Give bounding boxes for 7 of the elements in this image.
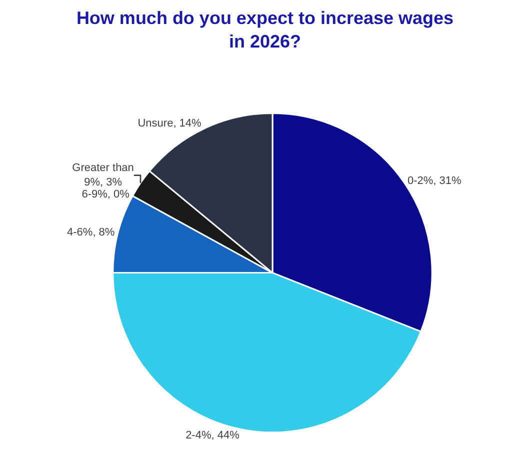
slice-label: 0-2%, 31%: [408, 175, 462, 188]
slice-label: Greater than 9%, 3%: [72, 162, 134, 189]
slice-label: Unsure, 14%: [138, 117, 202, 130]
slice-label: 2-4%, 44%: [186, 429, 240, 442]
chart-title: How much do you expect to increase wages in 2026?: [76, 8, 454, 52]
slice-label: 4-6%, 8%: [67, 226, 115, 239]
category-label: 6-9%, 0%: [82, 188, 130, 201]
